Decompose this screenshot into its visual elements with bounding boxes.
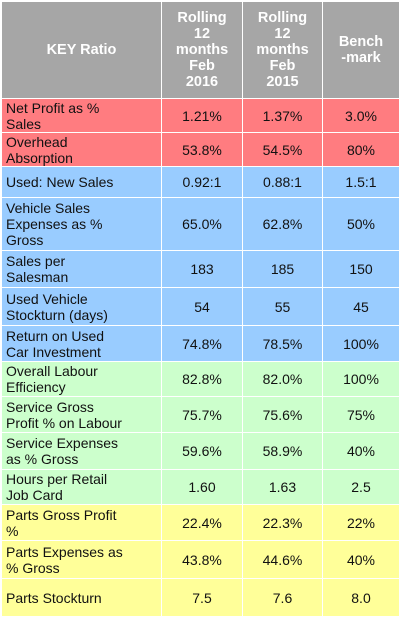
value-2015: 62.8% (242, 197, 323, 251)
value-benchmark: 3.0% (322, 98, 400, 133)
table-row: Used: New Sales 0.92:1 0.88:1 1.5:1 (1, 166, 400, 198)
value-2016: 74.8% (161, 325, 243, 362)
value-benchmark: 100% (322, 325, 400, 362)
value-2016: 54 (161, 287, 243, 326)
table-row: Parts Expenses as % Gross 43.8% 44.6% 40… (1, 540, 400, 579)
value-2016: 53.8% (161, 132, 243, 167)
value-benchmark: 22% (322, 504, 400, 541)
table-row: Overhead Absorption 53.8% 54.5% 80% (1, 132, 400, 167)
ratio-label: Parts Gross Profit % (1, 504, 162, 541)
value-2015: 7.6 (242, 578, 323, 617)
value-2016: 75.7% (161, 396, 243, 433)
value-2015: 54.5% (242, 132, 323, 167)
header-benchmark: Bench -mark (322, 1, 400, 99)
header-rolling-2015: Rolling 12 months Feb 2015 (242, 1, 323, 99)
table-row: Hours per Retail Job Card 1.60 1.63 2.5 (1, 469, 400, 505)
value-2015: 55 (242, 287, 323, 326)
table-row: Used Vehicle Stockturn (days) 54 55 45 (1, 287, 400, 326)
value-benchmark: 100% (322, 361, 400, 397)
value-benchmark: 40% (322, 540, 400, 579)
ratio-label: Used: New Sales (1, 166, 162, 198)
value-2015: 75.6% (242, 396, 323, 433)
ratio-label: Parts Expenses as % Gross (1, 540, 162, 579)
value-2015: 58.9% (242, 432, 323, 470)
value-2015: 0.88:1 (242, 166, 323, 198)
ratio-label: Overall Labour Efficiency (1, 361, 162, 397)
value-2016: 183 (161, 250, 243, 288)
value-benchmark: 40% (322, 432, 400, 470)
value-benchmark: 2.5 (322, 469, 400, 505)
header-row: KEY Ratio Rolling 12 months Feb 2016 Rol… (1, 1, 400, 99)
value-2016: 7.5 (161, 578, 243, 617)
table-row: Service Expenses as % Gross 59.6% 58.9% … (1, 432, 400, 470)
value-2016: 1.60 (161, 469, 243, 505)
table-row: Parts Stockturn 7.5 7.6 8.0 (1, 578, 400, 617)
value-2016: 1.21% (161, 98, 243, 133)
value-2015: 44.6% (242, 540, 323, 579)
table-row: Sales per Salesman 183 185 150 (1, 250, 400, 288)
value-benchmark: 75% (322, 396, 400, 433)
value-2015: 185 (242, 250, 323, 288)
ratio-label: Sales per Salesman (1, 250, 162, 288)
value-2015: 1.63 (242, 469, 323, 505)
value-2016: 65.0% (161, 197, 243, 251)
ratio-label: Service Expenses as % Gross (1, 432, 162, 470)
ratio-label: Overhead Absorption (1, 132, 162, 167)
ratio-label: Parts Stockturn (1, 578, 162, 617)
ratio-label: Return on Used Car Investment (1, 325, 162, 362)
value-benchmark: 150 (322, 250, 400, 288)
table-row: Service Gross Profit % on Labour 75.7% 7… (1, 396, 400, 433)
value-benchmark: 45 (322, 287, 400, 326)
value-benchmark: 1.5:1 (322, 166, 400, 198)
value-2015: 82.0% (242, 361, 323, 397)
value-2015: 1.37% (242, 98, 323, 133)
value-2016: 0.92:1 (161, 166, 243, 198)
ratio-label: Vehicle Sales Expenses as % Gross (1, 197, 162, 251)
table-row: Vehicle Sales Expenses as % Gross 65.0% … (1, 197, 400, 251)
ratio-label: Service Gross Profit % on Labour (1, 396, 162, 433)
table-row: Overall Labour Efficiency 82.8% 82.0% 10… (1, 361, 400, 397)
value-2016: 82.8% (161, 361, 243, 397)
value-2015: 22.3% (242, 504, 323, 541)
header-rolling-2016: Rolling 12 months Feb 2016 (161, 1, 243, 99)
value-2016: 22.4% (161, 504, 243, 541)
ratio-label: Net Profit as % Sales (1, 98, 162, 133)
key-ratio-table: KEY Ratio Rolling 12 months Feb 2016 Rol… (1, 1, 400, 617)
ratio-label: Hours per Retail Job Card (1, 469, 162, 505)
value-2016: 59.6% (161, 432, 243, 470)
value-2016: 43.8% (161, 540, 243, 579)
table-row: Return on Used Car Investment 74.8% 78.5… (1, 325, 400, 362)
value-benchmark: 8.0 (322, 578, 400, 617)
table-row: Parts Gross Profit % 22.4% 22.3% 22% (1, 504, 400, 541)
value-benchmark: 50% (322, 197, 400, 251)
value-2015: 78.5% (242, 325, 323, 362)
header-key-ratio: KEY Ratio (1, 1, 162, 99)
table-row: Net Profit as % Sales 1.21% 1.37% 3.0% (1, 98, 400, 133)
value-benchmark: 80% (322, 132, 400, 167)
ratio-label: Used Vehicle Stockturn (days) (1, 287, 162, 326)
